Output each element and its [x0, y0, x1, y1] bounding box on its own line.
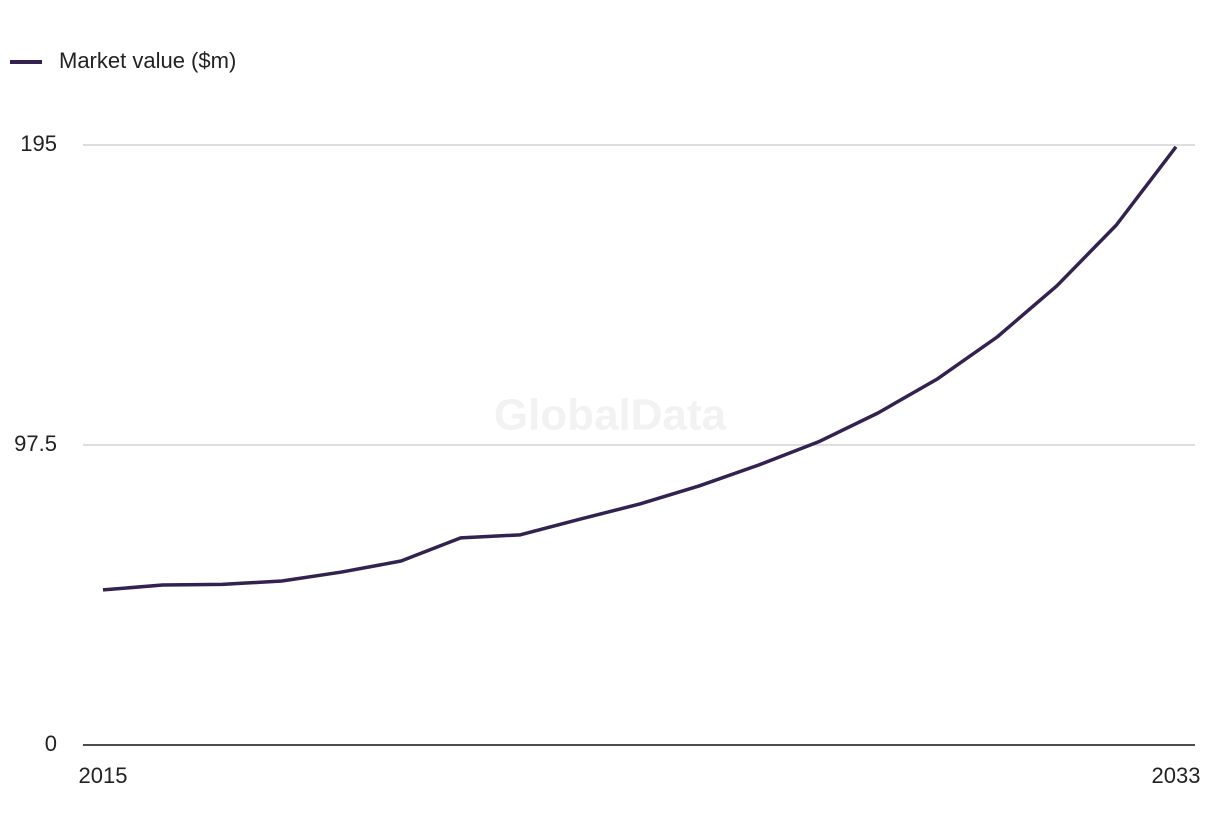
x-tick-label: 2033 [1152, 763, 1201, 788]
watermark: GlobalData [494, 391, 727, 440]
y-tick-label: 0 [45, 731, 57, 756]
x-tick-label: 2015 [79, 763, 128, 788]
y-tick-label: 97.5 [14, 431, 57, 456]
y-tick-label: 195 [20, 131, 57, 156]
legend-label: Market value ($m) [59, 48, 236, 73]
line [102, 145, 1178, 592]
